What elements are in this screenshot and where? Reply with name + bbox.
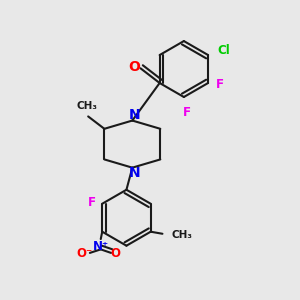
Text: F: F <box>215 78 223 91</box>
Text: F: F <box>88 196 96 209</box>
Text: F: F <box>183 106 191 119</box>
Text: N⁺: N⁺ <box>93 240 109 253</box>
Text: N: N <box>129 108 140 122</box>
Text: N: N <box>129 166 140 180</box>
Text: CH₃: CH₃ <box>171 230 192 240</box>
Text: O: O <box>129 60 140 74</box>
Text: CH₃: CH₃ <box>76 100 97 110</box>
Text: Cl: Cl <box>217 44 230 57</box>
Text: O: O <box>110 247 121 260</box>
Text: O⁻: O⁻ <box>76 247 93 260</box>
